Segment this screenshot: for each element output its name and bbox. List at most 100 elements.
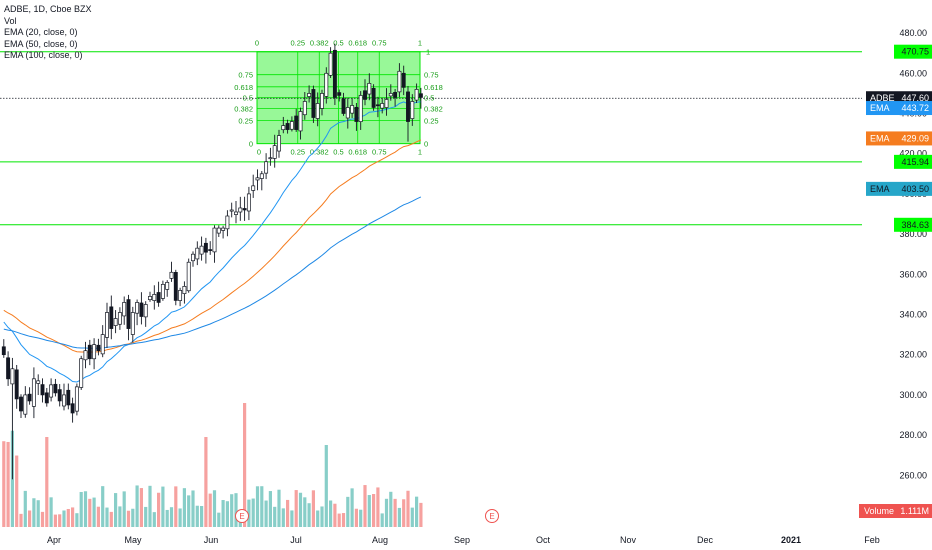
candle bbox=[251, 174, 256, 198]
candle bbox=[148, 291, 152, 302]
candle-body bbox=[307, 93, 312, 97]
candle-body bbox=[195, 247, 200, 260]
level-tag-bg bbox=[894, 217, 932, 232]
volume-bar bbox=[88, 498, 92, 527]
candle-body bbox=[40, 384, 45, 396]
candle bbox=[225, 210, 230, 237]
volume-bar bbox=[49, 497, 53, 527]
volume-bar bbox=[66, 508, 70, 527]
time-tick-label: Apr bbox=[47, 535, 61, 545]
candle-body bbox=[371, 87, 376, 108]
candle-body bbox=[418, 93, 423, 98]
candle bbox=[371, 84, 376, 111]
legend-symbol[interactable]: ADBE, 1D, Cboe BZX bbox=[4, 4, 92, 14]
volume-bar bbox=[174, 486, 178, 527]
fib-top-label: 1 bbox=[418, 39, 422, 48]
candle-body bbox=[272, 145, 277, 159]
price-tick-label: 420.00 bbox=[899, 149, 927, 159]
candle-body bbox=[332, 49, 337, 98]
candle bbox=[53, 378, 58, 397]
legend-ema50[interactable]: EMA (50, close, 0) bbox=[4, 38, 78, 49]
volume-bar bbox=[131, 508, 135, 527]
volume-bar bbox=[105, 507, 109, 527]
earnings-marker bbox=[235, 509, 249, 523]
volume-bar bbox=[122, 491, 126, 527]
price-tick-label: 360.00 bbox=[899, 269, 927, 279]
earnings-marker bbox=[485, 509, 499, 523]
volume-bar bbox=[191, 490, 195, 527]
candle-body bbox=[199, 245, 204, 255]
candle bbox=[229, 202, 234, 218]
legend-ema20[interactable]: EMA (20, close, 0) bbox=[4, 27, 78, 37]
time-axis[interactable]: Apr May Jun Jul Aug Sep Oct Nov Dec 2021 Feb bbox=[47, 535, 880, 545]
candle-body bbox=[410, 101, 415, 119]
candle bbox=[109, 295, 114, 340]
fib-right-label: 0 bbox=[424, 140, 428, 149]
time-tick-label: Feb bbox=[864, 535, 880, 545]
chart-legend: ADBE, 1D, Cboe BZX Vol EMA (20, close, 0… bbox=[4, 4, 92, 62]
candle-body bbox=[105, 312, 109, 338]
fib-bottom-label: 0 bbox=[257, 148, 261, 157]
candle-body bbox=[414, 89, 419, 101]
candle bbox=[388, 84, 393, 101]
candle-body bbox=[173, 272, 178, 301]
volume-bar bbox=[264, 500, 268, 527]
volume-bar bbox=[217, 512, 221, 527]
fib-top-label: 0 bbox=[255, 39, 259, 48]
legend-vol[interactable]: Vol bbox=[4, 15, 17, 26]
volume-bar bbox=[79, 491, 83, 527]
volume-bar bbox=[281, 508, 285, 527]
fib-left-label: 0.25 bbox=[238, 117, 253, 126]
candle-body bbox=[320, 93, 324, 109]
volume-bar bbox=[96, 506, 100, 527]
horizontal-levels[interactable] bbox=[0, 51, 862, 226]
candle-body bbox=[294, 115, 299, 130]
candle bbox=[169, 261, 174, 282]
fib-retracement[interactable]: 000.250.250.3820.3820.50.50.6180.6180.75… bbox=[234, 39, 443, 157]
volume-bar bbox=[307, 503, 311, 527]
ema100-tag-label: EMA bbox=[870, 184, 890, 194]
volume-bar bbox=[341, 513, 346, 527]
fib-right-label: 0.382 bbox=[424, 105, 443, 114]
ema20-tag: EMA 443.72 bbox=[866, 101, 932, 116]
ema50-tag-bg bbox=[866, 131, 932, 146]
fib-top-label: 0.25 bbox=[290, 39, 305, 48]
volume-bar bbox=[350, 488, 354, 527]
volume-bar bbox=[62, 510, 66, 527]
candle bbox=[264, 153, 269, 180]
candle-body bbox=[14, 369, 19, 400]
candle bbox=[14, 364, 19, 409]
candle-body bbox=[122, 302, 127, 317]
legend-ema100[interactable]: EMA (100, close, 0) bbox=[4, 50, 83, 60]
candle bbox=[156, 281, 161, 307]
candle-body bbox=[350, 105, 355, 114]
candle bbox=[152, 285, 157, 310]
candle bbox=[285, 119, 290, 134]
candle-body bbox=[302, 101, 307, 116]
candle bbox=[302, 91, 307, 120]
volume-bar bbox=[290, 510, 294, 527]
candle-body bbox=[212, 227, 217, 253]
candle bbox=[199, 236, 204, 261]
volume-bar bbox=[148, 485, 152, 527]
volume-bar bbox=[359, 509, 363, 527]
volume-bar bbox=[294, 490, 298, 527]
volume-tag: Volume 1.111M bbox=[859, 504, 932, 518]
volume-tag-value: 1.111M bbox=[900, 506, 929, 516]
fib-top-label: 0.75 bbox=[372, 39, 387, 48]
candle bbox=[410, 94, 415, 126]
earnings-marker-label: E bbox=[239, 512, 244, 521]
candle bbox=[182, 281, 187, 304]
candle bbox=[354, 102, 359, 131]
ema20-tag-value: 443.72 bbox=[901, 103, 929, 113]
candle bbox=[397, 63, 402, 98]
volume-bar bbox=[212, 490, 217, 527]
price-tick-label: 260.00 bbox=[899, 470, 927, 480]
candle bbox=[79, 355, 84, 390]
volume-bar bbox=[83, 491, 88, 527]
volume-bar bbox=[251, 498, 255, 527]
volume-bar bbox=[71, 507, 75, 527]
ema50-tag-value: 429.09 bbox=[901, 133, 929, 143]
